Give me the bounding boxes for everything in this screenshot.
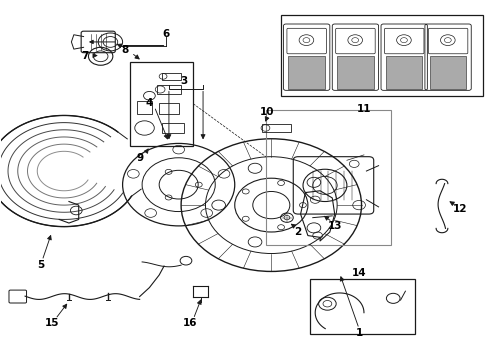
Bar (385, 56, 422, 89)
Text: 5: 5 (37, 260, 44, 270)
Text: 16: 16 (182, 319, 197, 328)
Text: 6: 6 (163, 29, 170, 39)
Bar (157, 85, 181, 94)
Bar (261, 125, 290, 132)
Bar (281, 15, 483, 96)
Bar (137, 101, 152, 114)
Bar (159, 103, 178, 114)
Text: 15: 15 (44, 319, 59, 328)
Text: 7: 7 (81, 50, 88, 60)
Text: 1: 1 (355, 328, 362, 338)
Text: 4: 4 (145, 98, 153, 108)
Bar (130, 62, 193, 146)
Text: 8: 8 (121, 45, 128, 55)
Text: 9: 9 (136, 153, 143, 163)
Text: 13: 13 (327, 221, 341, 230)
Text: 12: 12 (452, 204, 467, 214)
Bar (336, 56, 373, 89)
Bar (161, 73, 181, 80)
Bar (161, 123, 183, 134)
Text: 11: 11 (356, 104, 370, 114)
Text: 2: 2 (293, 227, 301, 237)
Bar (266, 110, 390, 244)
Text: 3: 3 (180, 76, 187, 86)
Bar (310, 279, 414, 334)
Bar (429, 56, 466, 89)
Text: 14: 14 (351, 267, 366, 278)
Bar (288, 56, 325, 89)
Text: 10: 10 (259, 107, 274, 117)
